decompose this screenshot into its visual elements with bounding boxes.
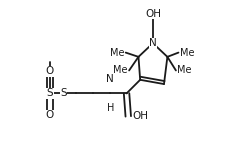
Text: OH: OH [145,9,161,19]
Text: S: S [47,88,53,98]
Text: Me: Me [110,48,124,58]
Text: S: S [60,88,67,98]
Text: Me: Me [177,65,192,75]
Text: Me: Me [113,65,128,75]
Text: OH: OH [133,111,149,121]
Text: N: N [106,74,113,84]
Text: O: O [46,110,54,120]
Text: Me: Me [180,48,194,58]
Text: O: O [46,66,54,76]
Text: N: N [149,38,157,48]
Text: H: H [107,103,114,113]
